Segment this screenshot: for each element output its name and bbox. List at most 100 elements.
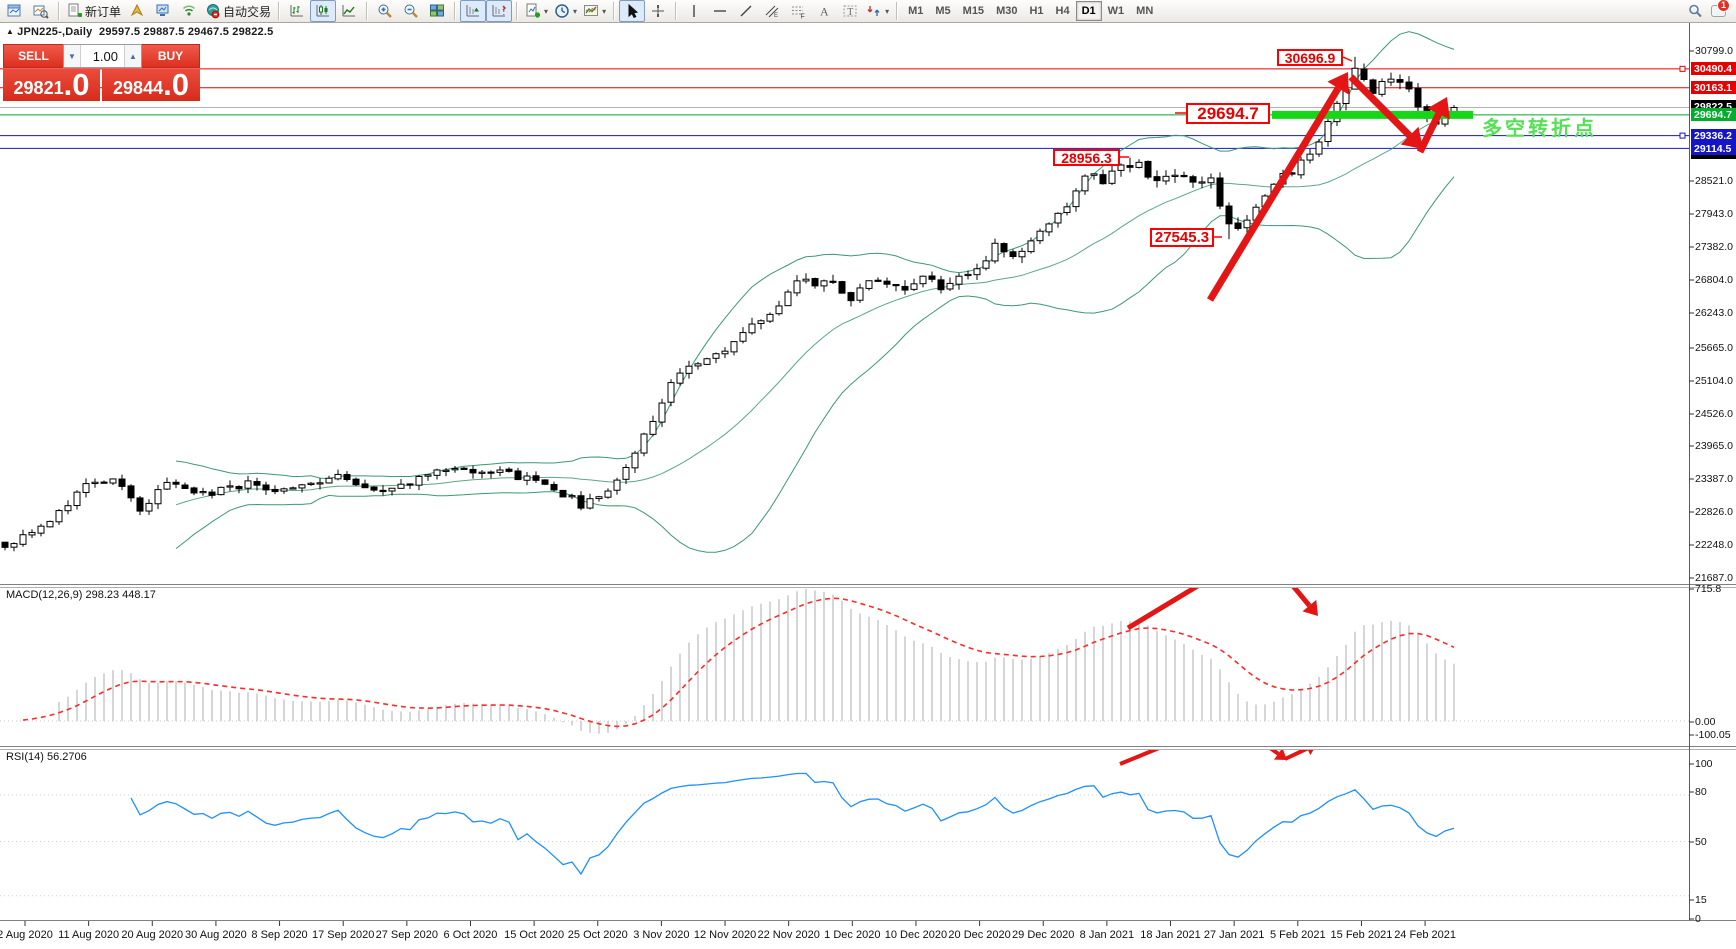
hline-handle[interactable] bbox=[1679, 132, 1686, 139]
navigator-icon[interactable] bbox=[124, 0, 150, 22]
volume-decrease-button[interactable]: ▼ bbox=[64, 45, 81, 67]
tf-h4[interactable]: H4 bbox=[1055, 5, 1070, 17]
candle-body bbox=[532, 475, 540, 481]
buy-price-display[interactable]: 29844.0 bbox=[102, 69, 200, 101]
candle-body bbox=[28, 531, 36, 536]
candle-body bbox=[856, 287, 864, 301]
tf-h1[interactable]: H1 bbox=[1029, 5, 1044, 17]
macd-axis-label: 0.00 bbox=[1695, 716, 1716, 728]
candle-body bbox=[1324, 121, 1332, 143]
toolbar-buttons: 新订单 自动交易 ▾ ▾ ▾ E F A T ▾ M1 M5 M15 M30 H1 H4 D1 W1 MN bbox=[2, 0, 1159, 22]
macd-pane[interactable] bbox=[0, 546, 1689, 734]
toolbar-separator bbox=[366, 2, 369, 20]
price-tick-label: 25104.0 bbox=[1695, 375, 1733, 387]
buy-price-frac: .0 bbox=[163, 67, 189, 102]
candle-body bbox=[19, 534, 27, 545]
candlestick-button[interactable] bbox=[310, 0, 337, 22]
chat-button[interactable]: 1 bbox=[1708, 0, 1730, 20]
candle-body bbox=[748, 323, 756, 334]
tf-m30[interactable]: M30 bbox=[996, 5, 1018, 17]
zoom-out-button[interactable] bbox=[398, 0, 424, 22]
candle-body bbox=[613, 479, 621, 491]
search-icon[interactable] bbox=[1682, 0, 1708, 22]
tf-w1[interactable]: W1 bbox=[1107, 5, 1125, 17]
candle-body bbox=[1180, 174, 1188, 178]
sell-price-display[interactable]: 29821.0 bbox=[3, 69, 100, 101]
channel-button[interactable]: E bbox=[759, 0, 785, 22]
svg-text:T: T bbox=[847, 7, 853, 18]
rsi-pane[interactable] bbox=[0, 716, 1689, 897]
candle-body bbox=[235, 485, 243, 490]
tf-mn[interactable]: MN bbox=[1136, 5, 1154, 17]
tf-d1[interactable]: D1 bbox=[1075, 1, 1102, 21]
label-button[interactable]: T bbox=[837, 0, 863, 22]
date-tick-label: 29 Dec 2020 bbox=[1012, 929, 1075, 941]
candle-body bbox=[1171, 174, 1179, 177]
sell-button[interactable]: SELL bbox=[3, 44, 63, 68]
market-watch-icon[interactable] bbox=[150, 0, 176, 22]
period-button[interactable]: ▾ bbox=[551, 0, 580, 22]
candle-body bbox=[1369, 79, 1377, 94]
cursor-button[interactable] bbox=[619, 0, 646, 22]
chart-shift-button[interactable] bbox=[486, 0, 513, 22]
price-annotation-label[interactable]: 27545.3 bbox=[1150, 228, 1214, 247]
price-annotation-label[interactable]: 29694.7 bbox=[1186, 103, 1270, 124]
symbol-expand-icon[interactable]: ▲ bbox=[6, 27, 15, 36]
volume-increase-button[interactable]: ▲ bbox=[124, 45, 141, 67]
price-level-badge-partial bbox=[1691, 155, 1736, 159]
trend-arrow-shaft[interactable] bbox=[1126, 554, 1250, 631]
macd-signal-line bbox=[22, 597, 1455, 728]
price-tick-label: 27943.0 bbox=[1695, 208, 1733, 220]
volume-value[interactable]: 1.00 bbox=[92, 48, 118, 64]
main-toolbar: 新订单 自动交易 ▾ ▾ ▾ E F A T ▾ M1 M5 M15 M30 H1 H4 D1 W1 MN 1 bbox=[0, 0, 1736, 23]
rsi-indicator-label: RSI(14) 56.2706 bbox=[6, 751, 87, 763]
text-button[interactable]: A bbox=[811, 0, 837, 22]
signals-icon[interactable] bbox=[176, 0, 202, 22]
candle-body bbox=[190, 487, 198, 494]
price-annotation-label[interactable]: 30696.9 bbox=[1277, 49, 1343, 66]
hline-button[interactable] bbox=[707, 0, 733, 22]
notification-count-badge: 1 bbox=[1716, 0, 1730, 12]
tile-windows-button[interactable] bbox=[424, 0, 450, 22]
trend-arrow-shaft[interactable] bbox=[1284, 749, 1309, 761]
buy-button[interactable]: BUY bbox=[142, 44, 200, 68]
candle-body bbox=[442, 469, 450, 472]
auto-scroll-button[interactable] bbox=[460, 0, 487, 22]
date-tick-label: 30 Aug 2020 bbox=[185, 929, 247, 941]
new-chart-button[interactable]: ▾ bbox=[522, 0, 551, 22]
tick-chart-icon[interactable] bbox=[28, 0, 54, 22]
candle-body bbox=[1234, 222, 1242, 229]
arrows-button[interactable]: ▾ bbox=[863, 0, 892, 22]
tf-m15[interactable]: M15 bbox=[962, 5, 985, 17]
crosshair-button[interactable] bbox=[645, 0, 671, 22]
trend-arrow-shaft[interactable] bbox=[1207, 86, 1342, 302]
candle-body bbox=[433, 469, 441, 476]
line-chart-button[interactable] bbox=[336, 0, 362, 22]
tf-m5[interactable]: M5 bbox=[935, 5, 951, 17]
volume-stepper[interactable]: ▼ 1.00 ▲ bbox=[63, 44, 142, 68]
template-button[interactable]: ▾ bbox=[580, 0, 609, 22]
tf-m1[interactable]: M1 bbox=[908, 5, 924, 17]
candle-body bbox=[910, 283, 918, 290]
candle-body bbox=[595, 496, 603, 500]
fibonacci-button[interactable]: F bbox=[785, 0, 811, 22]
trend-arrow-shaft[interactable] bbox=[1232, 721, 1280, 756]
bar-chart-button[interactable] bbox=[284, 0, 310, 22]
trend-arrow-shaft[interactable] bbox=[1119, 723, 1220, 766]
vline-button[interactable] bbox=[681, 0, 707, 22]
turning-point-annotation[interactable]: 多空转折点 bbox=[1482, 116, 1597, 140]
bollinger-middle-band bbox=[175, 112, 1455, 506]
chart-window-icon[interactable] bbox=[2, 0, 28, 22]
price-annotation-label[interactable]: 28956.3 bbox=[1053, 149, 1120, 166]
new-order-button[interactable]: 新订单 bbox=[64, 0, 124, 22]
trendline-button[interactable] bbox=[733, 0, 759, 22]
zoom-in-button[interactable] bbox=[372, 0, 398, 22]
hline-handle[interactable] bbox=[1679, 65, 1686, 72]
main-pane[interactable] bbox=[0, 31, 1689, 553]
trend-arrow-shaft[interactable] bbox=[1264, 551, 1312, 608]
trend-arrow-shaft[interactable] bbox=[1416, 112, 1442, 154]
symbol-name: JPN225-,Daily bbox=[17, 26, 93, 38]
trend-arrow-shaft[interactable] bbox=[1348, 74, 1413, 139]
autotrading-button[interactable]: 自动交易 bbox=[202, 0, 274, 22]
